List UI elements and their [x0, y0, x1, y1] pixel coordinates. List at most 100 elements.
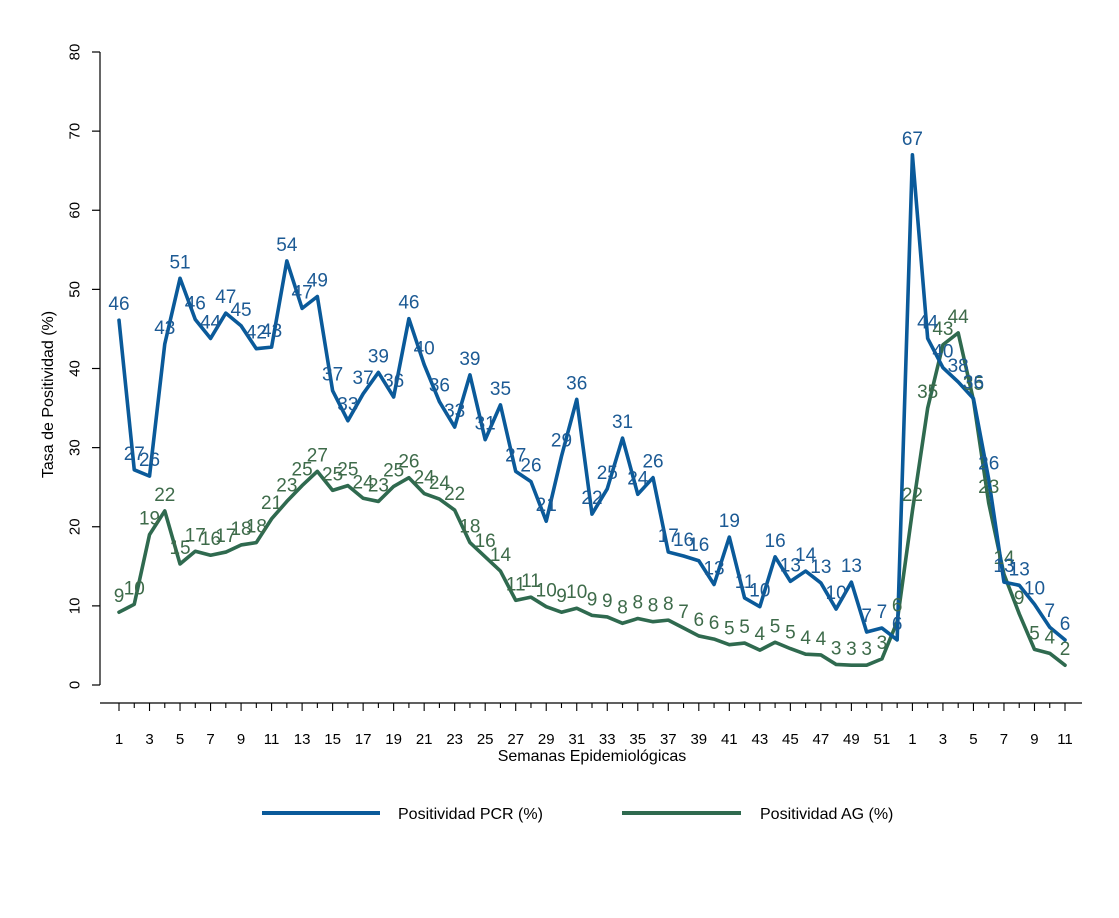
data-label-ag: 6 [694, 610, 705, 631]
data-label-pcr: 16 [688, 535, 709, 556]
data-label-pcr: 67 [902, 129, 923, 150]
y-axis-title: Tasa de Positividad (%) [40, 311, 57, 478]
x-tick-label: 21 [416, 731, 433, 748]
data-label-ag: 8 [632, 593, 643, 614]
data-label-pcr: 10 [1024, 578, 1045, 599]
data-label-pcr: 40 [932, 342, 953, 363]
data-label-pcr: 7 [861, 606, 872, 627]
data-label-pcr: 7 [877, 602, 888, 623]
data-label-pcr: 6 [892, 614, 903, 635]
data-label-ag: 15 [169, 538, 190, 559]
data-label-ag: 3 [877, 633, 888, 654]
data-label-ag: 9 [602, 591, 613, 612]
data-label-pcr: 44 [200, 312, 222, 333]
data-label-ag: 18 [459, 517, 480, 538]
x-tick-label: 1 [115, 731, 123, 748]
data-label-pcr: 31 [612, 412, 633, 433]
data-label-pcr: 37 [353, 368, 374, 389]
x-tick-label: 19 [385, 731, 402, 748]
data-label-pcr: 13 [841, 556, 862, 577]
data-label-ag: 8 [648, 596, 659, 617]
x-tick-label: 11 [264, 731, 280, 748]
x-tick-label: 49 [843, 731, 860, 748]
data-label-pcr: 46 [108, 294, 129, 315]
data-label-pcr: 39 [368, 346, 389, 367]
series-line-ag [117, 331, 1067, 668]
x-tick-label: 1 [908, 731, 916, 748]
x-tick-label: 23 [446, 731, 463, 748]
data-label-ag: 26 [398, 452, 419, 473]
data-label-ag: 9 [556, 586, 567, 607]
series-line-pcr [117, 153, 1067, 642]
data-label-pcr: 27 [505, 445, 526, 466]
data-label-ag: 24 [429, 473, 451, 494]
data-label-ag: 6 [892, 596, 903, 617]
data-label-pcr: 38 [948, 356, 969, 377]
data-label-ag: 5 [739, 617, 750, 638]
data-label-ag: 35 [917, 382, 938, 403]
x-tick-label: 51 [874, 731, 891, 748]
data-label-ag: 8 [617, 597, 628, 618]
data-label-ag: 3 [861, 639, 872, 660]
data-label-ag: 6 [709, 613, 720, 634]
data-label-ag: 25 [337, 460, 358, 481]
x-tick-label: 39 [690, 731, 707, 748]
data-label-ag: 10 [536, 581, 557, 602]
data-label-pcr: 43 [261, 321, 282, 342]
data-label-ag: 10 [124, 578, 145, 599]
x-tick-label: 5 [176, 731, 184, 748]
data-label-ag: 3 [846, 639, 857, 660]
y-ticks: 0 10 20 30 40 50 60 70 80 [67, 44, 100, 689]
data-label-pcr: 51 [169, 252, 190, 273]
data-label-pcr: 47 [215, 287, 236, 308]
data-label-pcr: 40 [414, 339, 435, 360]
x-tick-label: 45 [782, 731, 799, 748]
data-label-ag: 22 [902, 485, 923, 506]
data-label-ag: 25 [292, 460, 313, 481]
data-label-ag: 16 [475, 531, 496, 552]
data-label-ag: 19 [139, 509, 160, 530]
data-label-ag: 4 [755, 624, 766, 645]
data-label-ag: 22 [444, 484, 465, 505]
x-tick-label: 41 [721, 731, 738, 748]
data-label-ag: 18 [246, 517, 267, 538]
y-tick-label: 10 [67, 598, 84, 615]
data-label-pcr: 36 [429, 376, 450, 397]
x-tick-label: 17 [355, 731, 372, 748]
data-label-pcr: 13 [703, 559, 724, 580]
data-label-pcr: 47 [292, 282, 313, 303]
data-label-pcr: 21 [536, 495, 557, 516]
data-label-ag: 9 [587, 589, 598, 610]
y-axis: 0 10 20 30 40 50 60 70 80 Tasa de Positividad (%… [40, 44, 101, 689]
data-label-pcr: 25 [597, 463, 618, 484]
legend-label-ag: Positividad AG (%) [760, 806, 893, 823]
data-label-pcr: 22 [581, 488, 602, 509]
data-label-ag: 24 [414, 468, 436, 489]
y-tick-label: 40 [67, 360, 84, 377]
x-tick-label: 13 [294, 731, 311, 748]
data-label-ag: 43 [932, 319, 953, 340]
x-tick-label: 7 [206, 731, 214, 748]
data-label-ag: 5 [1029, 623, 1040, 644]
data-label-pcr: 45 [230, 300, 251, 321]
data-label-pcr: 14 [795, 545, 817, 566]
data-label-ag: 4 [816, 629, 827, 650]
data-label-ag: 25 [322, 464, 343, 485]
data-label-ag: 11 [506, 574, 526, 595]
x-tick-label: 33 [599, 731, 616, 748]
data-label-pcr: 17 [658, 526, 679, 547]
data-label-ag: 5 [724, 619, 735, 640]
x-tick-label: 9 [1030, 731, 1038, 748]
data-label-ag: 27 [307, 445, 328, 466]
data-labels: 9 101922151716171818212325272525242325262… [108, 129, 1070, 660]
data-label-ag: 11 [521, 571, 541, 592]
data-label-pcr: 6 [1060, 614, 1071, 635]
data-label-pcr: 26 [978, 453, 999, 474]
data-label-pcr: 39 [459, 349, 480, 370]
data-label-pcr: 36 [963, 373, 984, 394]
data-label-ag: 17 [215, 526, 236, 547]
data-label-ag: 4 [800, 628, 811, 649]
data-label-pcr: 10 [826, 583, 847, 604]
y-tick-label: 80 [67, 44, 84, 61]
x-ticks: 1 3 5 7 9 11 13 15 17 19 21 23 25 27 29 31 33 35 37 39 41 43 4… [115, 703, 1073, 748]
